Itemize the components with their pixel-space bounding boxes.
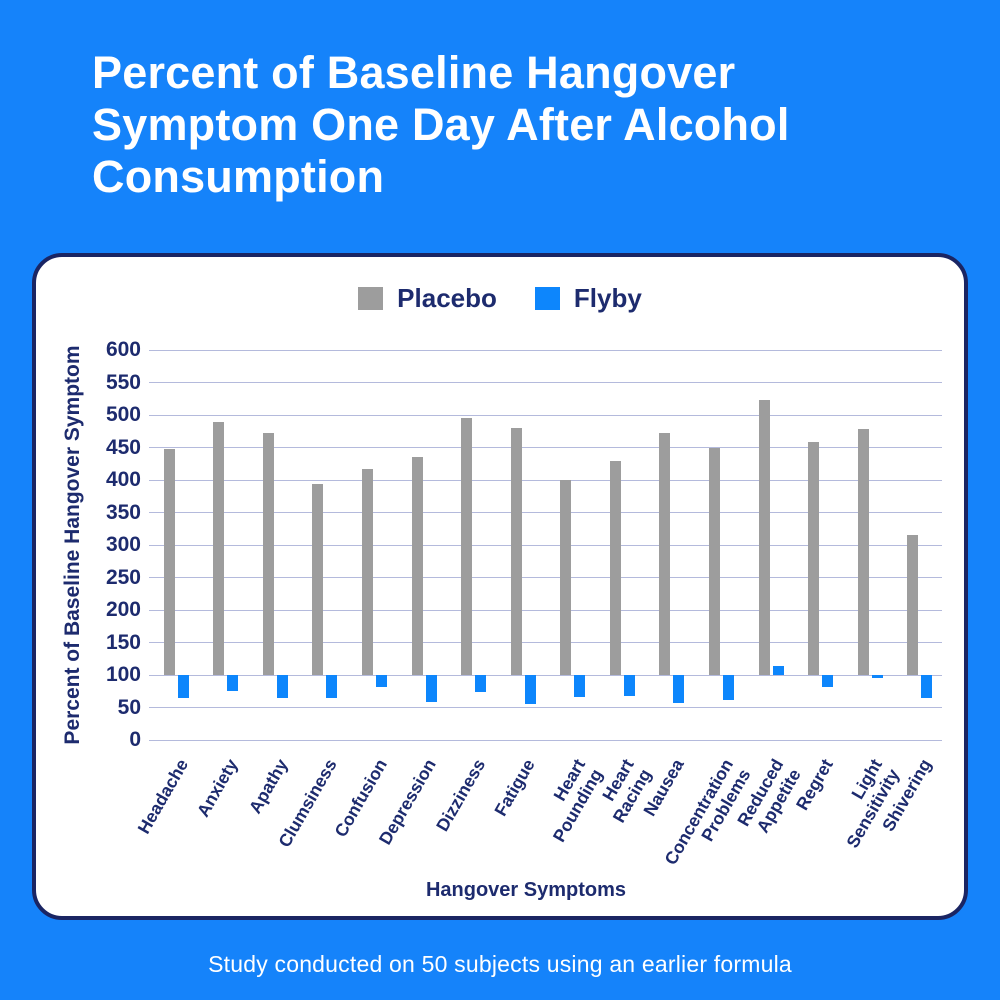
placebo-legend-label: Placebo xyxy=(397,283,497,313)
y-tick-label: 150 xyxy=(105,630,141,654)
gridline xyxy=(149,414,942,416)
gridline xyxy=(149,739,942,741)
placebo-legend-swatch xyxy=(358,287,384,310)
y-tick-label: 550 xyxy=(105,370,141,394)
x-tick-label: Anxiety xyxy=(192,755,242,821)
y-axis-title: Percent of Baseline Hangover Symptom xyxy=(61,345,84,745)
y-tick-label: 100 xyxy=(105,663,141,686)
gridline xyxy=(149,382,942,383)
flyby-bar xyxy=(921,675,933,699)
flyby-bar xyxy=(177,675,189,699)
placebo-bar xyxy=(411,456,423,675)
flyby-legend-swatch xyxy=(534,287,560,310)
placebo-bar xyxy=(312,483,324,675)
y-tick-label: 400 xyxy=(105,468,141,491)
gridline xyxy=(149,479,942,481)
flyby-bar xyxy=(574,675,586,698)
chart-legend: Placebo Flyby xyxy=(36,283,964,314)
x-tick-label: Headache xyxy=(133,755,193,838)
y-tick-label: 50 xyxy=(117,695,141,719)
placebo-bar xyxy=(510,428,522,675)
flyby-bar xyxy=(227,675,239,691)
flyby-bar xyxy=(772,665,784,675)
flyby-bar xyxy=(376,675,388,687)
placebo-bar xyxy=(808,441,820,675)
flyby-bar xyxy=(822,675,834,688)
x-tick-label: Apathy xyxy=(244,755,292,817)
flyby-bar xyxy=(871,675,883,679)
x-axis-title: Hangover Symptoms xyxy=(425,879,627,901)
y-tick-label: 300 xyxy=(105,533,141,556)
gridline xyxy=(149,674,942,676)
flyby-legend-label: Flyby xyxy=(573,283,642,313)
placebo-bar xyxy=(461,417,473,675)
y-tick-label: 600 xyxy=(105,338,141,361)
x-tick-label: Fatigue xyxy=(490,755,540,820)
gridline xyxy=(149,609,942,611)
y-tick-label: 350 xyxy=(105,500,141,524)
placebo-bar xyxy=(758,400,770,675)
chart-card: Placebo Flyby 0 50 100 150 200 250 300 350 400 45… xyxy=(32,253,968,920)
x-tick-label: Heart Racing xyxy=(598,755,656,826)
footer-note: Study conducted on 50 subjects using an … xyxy=(208,951,792,977)
y-tick-label: 500 xyxy=(105,403,141,426)
placebo-bar xyxy=(708,448,720,675)
gridline xyxy=(149,544,942,546)
placebo-bar xyxy=(659,432,671,675)
placebo-bar xyxy=(560,480,572,675)
gridline xyxy=(149,707,942,708)
placebo-bar xyxy=(609,460,621,675)
gridline xyxy=(149,349,942,351)
flyby-bar xyxy=(673,675,685,703)
placebo-bar xyxy=(163,449,175,675)
flyby-bar xyxy=(722,675,734,701)
flyby-bar xyxy=(276,675,288,699)
y-tick-label: 450 xyxy=(105,435,141,459)
y-tick-label: 250 xyxy=(105,565,141,589)
bar-chart: 0 50 100 150 200 250 300 350 400 450 500 550 600 Head… xyxy=(36,257,964,916)
y-tick-label: 200 xyxy=(105,598,141,621)
gridline xyxy=(149,512,942,513)
placebo-bar xyxy=(262,433,274,675)
gridline xyxy=(149,447,942,448)
y-tick-label: 0 xyxy=(129,728,141,751)
placebo-bar xyxy=(907,534,919,675)
placebo-bar xyxy=(857,428,869,675)
placebo-bar xyxy=(213,421,225,675)
flyby-bar xyxy=(326,675,338,699)
x-tick-label: Dizziness xyxy=(432,755,490,835)
placebo-bar xyxy=(362,468,374,675)
flyby-bar xyxy=(623,675,635,697)
page-title: Percent of Baseline Hangover Symptom One… xyxy=(92,47,790,203)
flyby-bar xyxy=(524,675,536,704)
gridline xyxy=(149,577,942,578)
flyby-bar xyxy=(425,675,437,703)
gridline xyxy=(149,642,942,643)
flyby-bar xyxy=(475,675,487,692)
